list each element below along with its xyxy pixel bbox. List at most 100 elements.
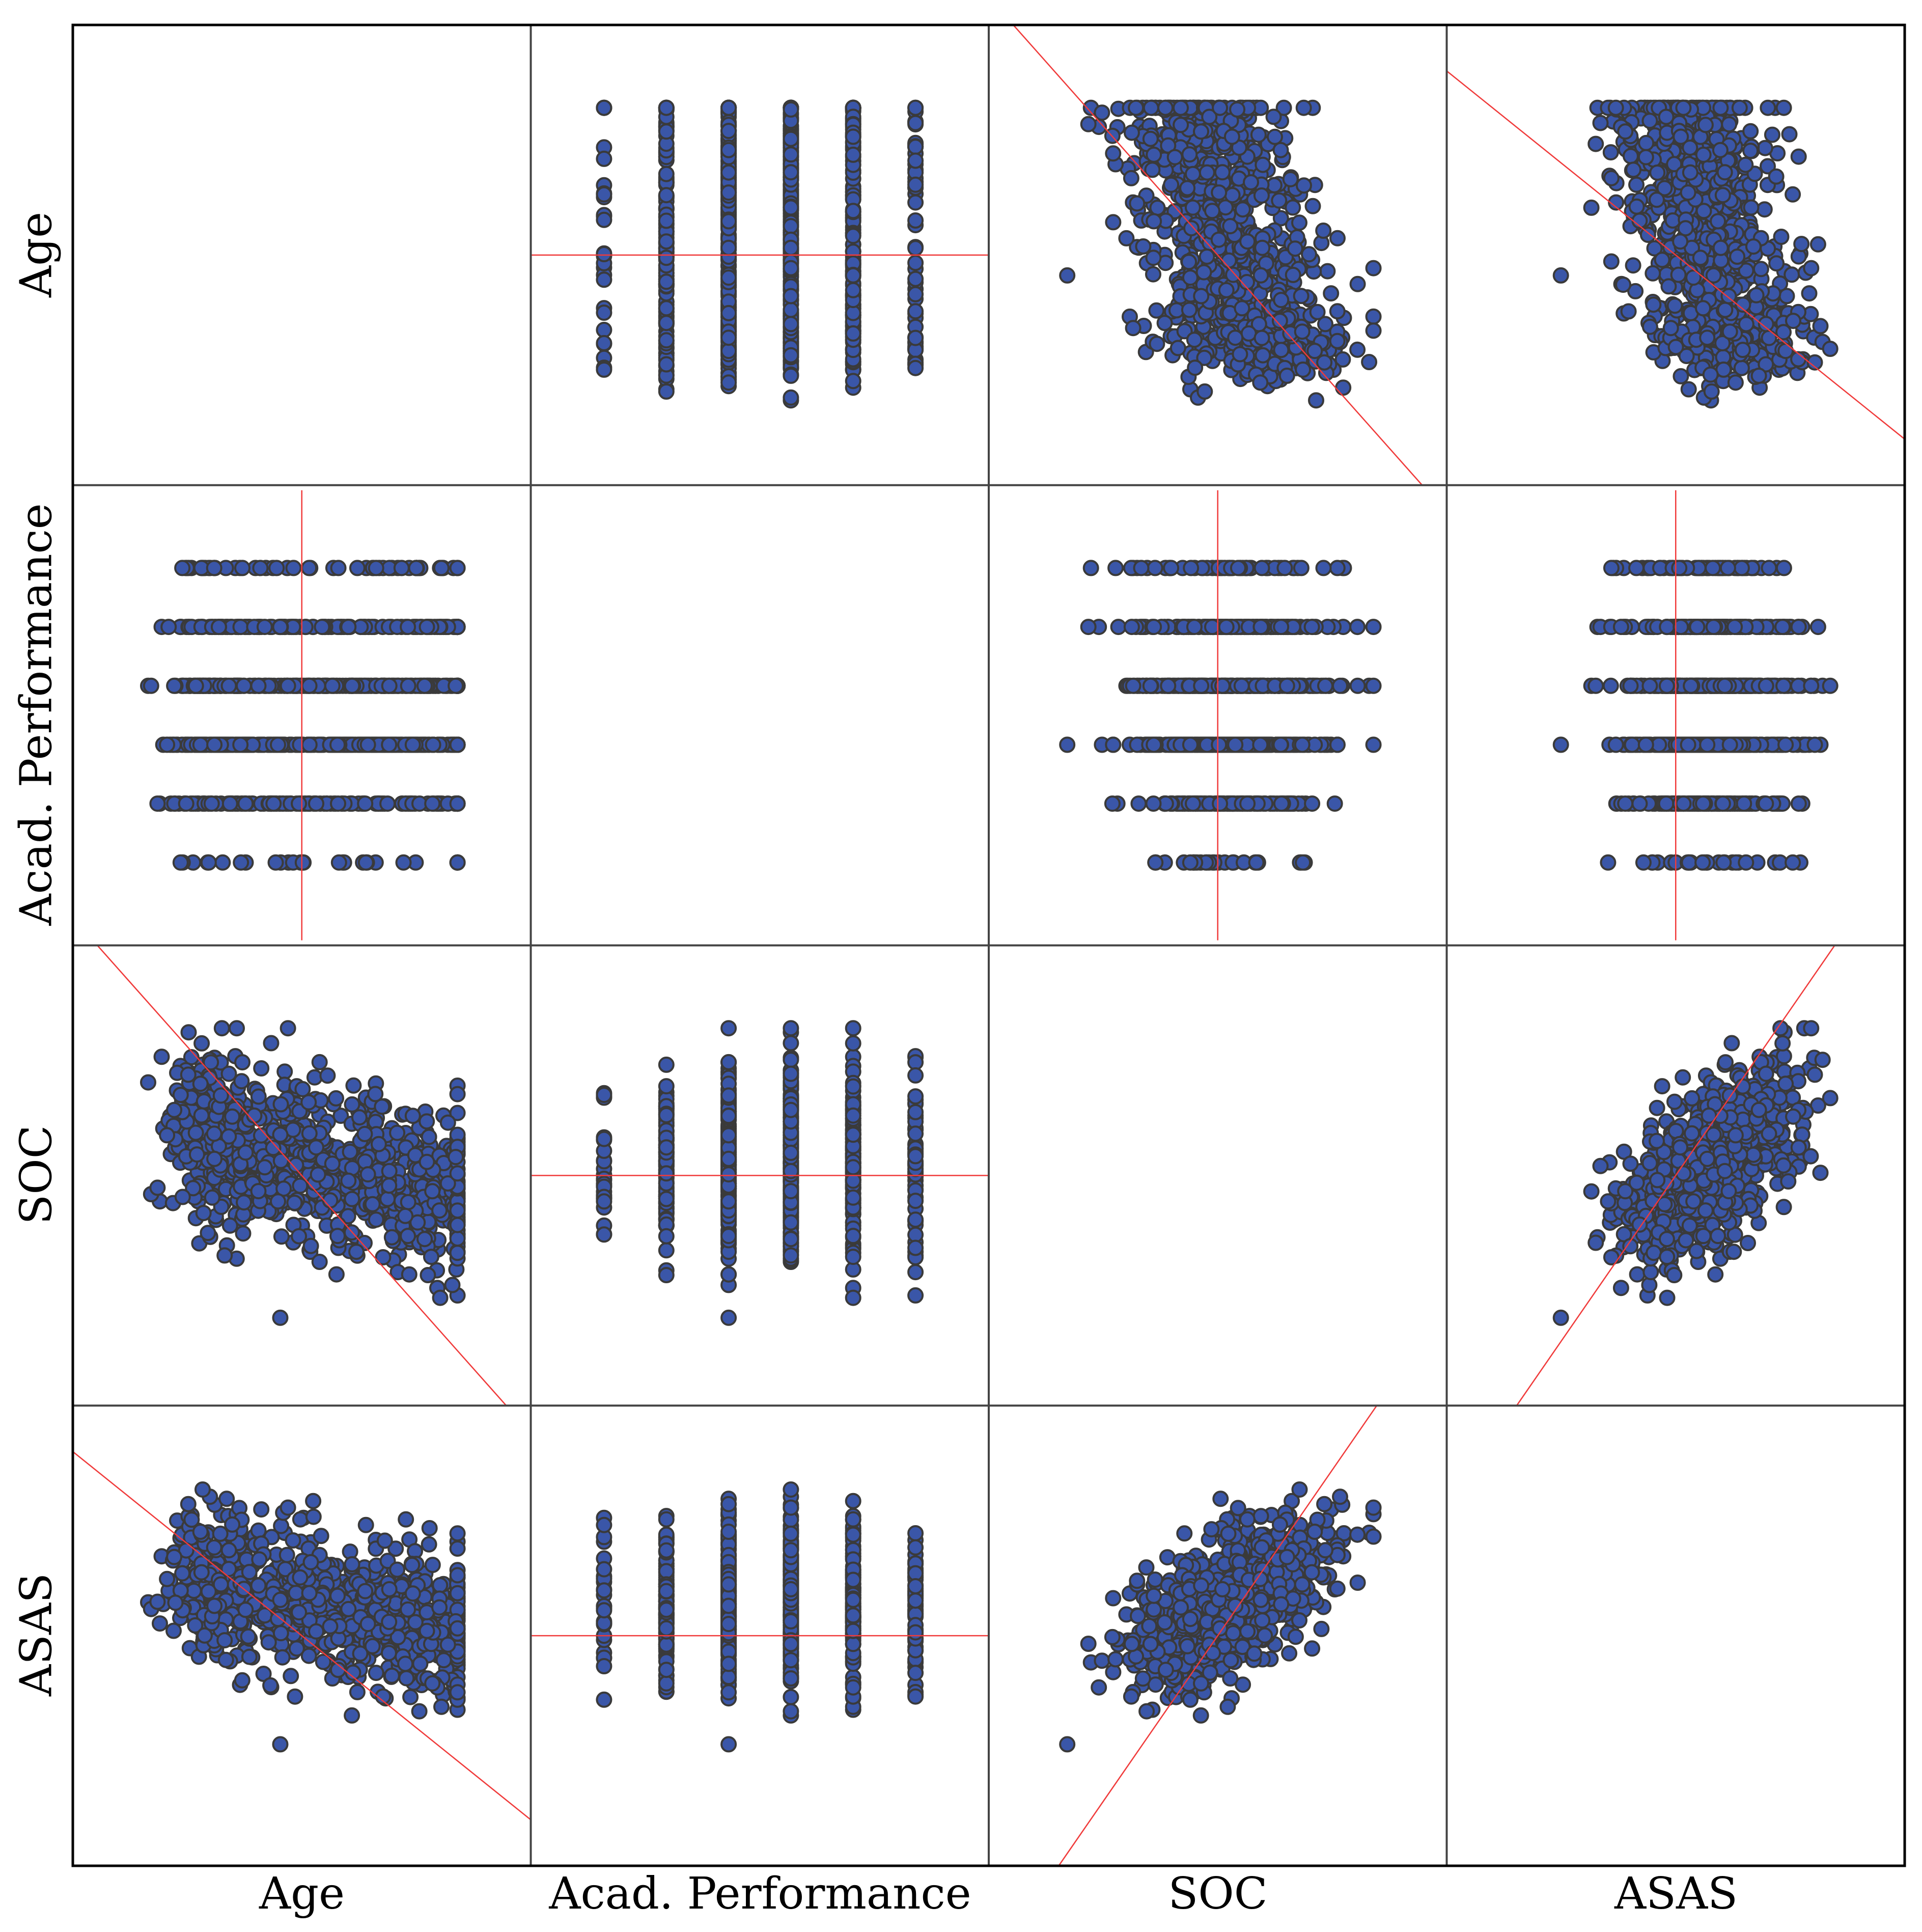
data-point xyxy=(1250,126,1267,143)
data-point xyxy=(658,315,675,332)
data-point xyxy=(1285,199,1301,216)
data-point xyxy=(1625,161,1642,178)
data-point xyxy=(1182,854,1199,871)
data-point xyxy=(1104,795,1121,812)
data-point xyxy=(1760,99,1776,116)
data-point xyxy=(1287,240,1303,257)
data-point xyxy=(1163,560,1180,576)
data-point xyxy=(1712,239,1729,256)
data-point xyxy=(1317,677,1333,694)
data-point xyxy=(783,218,799,235)
data-point xyxy=(1775,560,1792,576)
data-point xyxy=(221,795,238,812)
panel-0-2 xyxy=(1013,24,1423,486)
data-point xyxy=(1552,267,1569,284)
data-point xyxy=(1163,176,1180,193)
data-point xyxy=(1273,342,1290,358)
data-point xyxy=(308,795,324,812)
data-point xyxy=(1272,142,1289,158)
data-point xyxy=(1803,260,1820,277)
data-point xyxy=(1218,619,1235,636)
data-point xyxy=(285,560,302,576)
data-point xyxy=(1304,198,1321,214)
data-point xyxy=(907,303,924,320)
data-point xyxy=(1285,266,1301,283)
data-point xyxy=(1673,128,1689,145)
data-point xyxy=(720,329,737,346)
data-point xyxy=(1666,297,1683,314)
data-point xyxy=(1641,318,1658,335)
panel-1-3 xyxy=(1552,490,1839,941)
data-point xyxy=(1273,795,1290,812)
data-point xyxy=(1291,214,1307,231)
data-point xyxy=(1737,156,1754,173)
data-point xyxy=(1125,320,1141,337)
data-point xyxy=(395,854,412,871)
data-point xyxy=(783,367,799,384)
panel-1-2 xyxy=(1059,490,1382,941)
data-point xyxy=(1160,677,1177,694)
data-point xyxy=(658,187,675,204)
data-point xyxy=(1315,560,1332,576)
data-point xyxy=(1212,795,1229,812)
data-point xyxy=(1721,116,1738,133)
data-point xyxy=(267,854,284,871)
data-point xyxy=(232,736,249,753)
data-point xyxy=(1349,341,1366,358)
data-point xyxy=(1156,315,1173,332)
data-point xyxy=(907,194,924,211)
data-point xyxy=(1059,736,1076,753)
data-point xyxy=(1639,227,1656,243)
data-point xyxy=(236,677,252,694)
data-point xyxy=(1295,854,1312,871)
data-point xyxy=(1145,266,1161,283)
data-point xyxy=(1658,108,1675,125)
data-point xyxy=(907,115,924,131)
data-point xyxy=(1607,99,1624,116)
data-point xyxy=(1714,187,1731,204)
data-point xyxy=(1673,368,1689,384)
data-point xyxy=(301,677,318,694)
data-point xyxy=(1293,560,1310,576)
data-point xyxy=(1222,218,1239,235)
data-point xyxy=(368,560,384,576)
data-point xyxy=(596,99,612,116)
data-point xyxy=(845,228,861,244)
data-point xyxy=(1123,124,1140,141)
data-point xyxy=(178,795,194,812)
data-point xyxy=(1733,360,1750,376)
data-point xyxy=(1768,255,1785,272)
data-point xyxy=(1773,229,1790,245)
data-point xyxy=(1695,203,1712,219)
data-point xyxy=(1294,323,1311,340)
data-point xyxy=(1199,164,1215,181)
data-point xyxy=(1107,560,1124,576)
data-point xyxy=(1181,254,1197,270)
data-point xyxy=(1695,146,1712,163)
data-point xyxy=(783,199,799,216)
data-point xyxy=(1184,199,1201,216)
data-point xyxy=(1329,736,1346,753)
data-point xyxy=(256,619,273,636)
data-point xyxy=(1764,126,1780,143)
data-point xyxy=(1329,303,1346,320)
data-point xyxy=(1186,619,1203,636)
data-point xyxy=(596,246,612,262)
data-point xyxy=(783,164,799,181)
data-point xyxy=(1193,677,1210,694)
data-point xyxy=(1080,116,1097,132)
data-point xyxy=(1748,287,1765,303)
data-point xyxy=(907,255,924,271)
data-point xyxy=(1777,343,1794,360)
data-point xyxy=(1315,223,1332,239)
data-point xyxy=(1183,220,1200,237)
data-point xyxy=(220,677,237,694)
data-point xyxy=(265,795,282,812)
data-point xyxy=(1252,374,1269,391)
data-point xyxy=(449,854,466,871)
data-point xyxy=(1664,212,1681,229)
data-point xyxy=(1254,239,1271,256)
data-point xyxy=(200,854,217,871)
data-point xyxy=(1223,128,1240,145)
data-point xyxy=(1252,267,1269,284)
